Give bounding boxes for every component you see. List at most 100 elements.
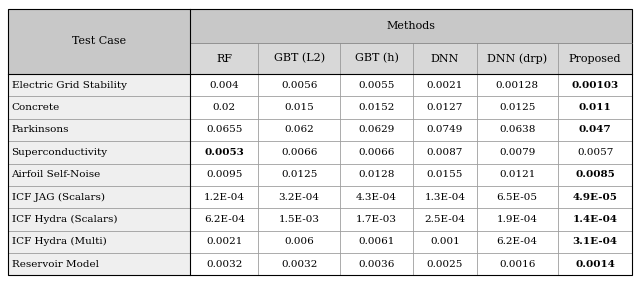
Text: Test Case: Test Case bbox=[72, 36, 126, 46]
Bar bbox=[558, 253, 632, 275]
Bar bbox=[477, 253, 558, 275]
Bar bbox=[413, 141, 477, 164]
Text: Electric Grid Stability: Electric Grid Stability bbox=[12, 81, 127, 90]
Text: 0.0127: 0.0127 bbox=[427, 103, 463, 112]
Bar bbox=[413, 186, 477, 208]
Text: 0.0125: 0.0125 bbox=[499, 103, 536, 112]
Text: 0.0655: 0.0655 bbox=[206, 126, 243, 134]
Text: 0.0061: 0.0061 bbox=[358, 237, 395, 247]
Text: 0.0155: 0.0155 bbox=[427, 170, 463, 179]
Bar bbox=[477, 119, 558, 141]
Text: 3.1E-04: 3.1E-04 bbox=[573, 237, 618, 247]
Bar bbox=[8, 9, 190, 74]
Text: 0.0749: 0.0749 bbox=[427, 126, 463, 134]
Text: 0.015: 0.015 bbox=[284, 103, 314, 112]
Bar bbox=[259, 164, 340, 186]
Bar bbox=[190, 9, 632, 43]
Bar bbox=[477, 43, 558, 74]
Text: GBT (L2): GBT (L2) bbox=[273, 53, 324, 64]
Bar bbox=[340, 96, 413, 119]
Bar bbox=[477, 231, 558, 253]
Text: 0.0087: 0.0087 bbox=[427, 148, 463, 157]
Bar bbox=[558, 119, 632, 141]
Bar bbox=[477, 164, 558, 186]
Bar bbox=[558, 164, 632, 186]
Text: 0.011: 0.011 bbox=[579, 103, 611, 112]
Text: DNN: DNN bbox=[431, 54, 459, 64]
Bar bbox=[8, 253, 190, 275]
Text: 0.0021: 0.0021 bbox=[427, 81, 463, 90]
Bar bbox=[413, 96, 477, 119]
Bar bbox=[190, 231, 259, 253]
Bar bbox=[190, 253, 259, 275]
Text: 6.2E-04: 6.2E-04 bbox=[204, 215, 244, 224]
Bar bbox=[413, 74, 477, 96]
Text: 0.0032: 0.0032 bbox=[206, 260, 243, 269]
Text: 0.0055: 0.0055 bbox=[358, 81, 395, 90]
Text: ICF Hydra (Multi): ICF Hydra (Multi) bbox=[12, 237, 106, 247]
Bar bbox=[190, 74, 259, 96]
Bar bbox=[190, 141, 259, 164]
Bar bbox=[8, 208, 190, 231]
Text: 0.02: 0.02 bbox=[212, 103, 236, 112]
Bar bbox=[340, 231, 413, 253]
Bar bbox=[340, 141, 413, 164]
Bar bbox=[259, 43, 340, 74]
Text: 0.004: 0.004 bbox=[209, 81, 239, 90]
Bar bbox=[340, 164, 413, 186]
Text: 1.3E-04: 1.3E-04 bbox=[424, 193, 465, 202]
Bar bbox=[190, 119, 259, 141]
Text: 0.0056: 0.0056 bbox=[281, 81, 317, 90]
Text: ICF JAG (Scalars): ICF JAG (Scalars) bbox=[12, 193, 104, 202]
Bar bbox=[8, 164, 190, 186]
Text: Reservoir Model: Reservoir Model bbox=[12, 260, 99, 269]
Text: 0.0032: 0.0032 bbox=[281, 260, 317, 269]
Text: 1.7E-03: 1.7E-03 bbox=[356, 215, 397, 224]
Bar bbox=[340, 253, 413, 275]
Text: 4.3E-04: 4.3E-04 bbox=[356, 193, 397, 202]
Bar bbox=[477, 96, 558, 119]
Text: 3.2E-04: 3.2E-04 bbox=[278, 193, 319, 202]
Text: 0.00103: 0.00103 bbox=[572, 81, 619, 90]
Text: 0.0085: 0.0085 bbox=[575, 170, 615, 179]
Text: 0.0128: 0.0128 bbox=[358, 170, 395, 179]
Text: 0.0079: 0.0079 bbox=[499, 148, 536, 157]
Text: 4.9E-05: 4.9E-05 bbox=[573, 193, 618, 202]
Bar bbox=[340, 43, 413, 74]
Text: Parkinsons: Parkinsons bbox=[12, 126, 69, 134]
Bar bbox=[477, 141, 558, 164]
Bar bbox=[259, 186, 340, 208]
Text: 0.0095: 0.0095 bbox=[206, 170, 243, 179]
Bar bbox=[340, 74, 413, 96]
Text: 1.2E-04: 1.2E-04 bbox=[204, 193, 244, 202]
Bar bbox=[190, 43, 259, 74]
Text: DNN (drp): DNN (drp) bbox=[487, 53, 547, 64]
Text: 0.0016: 0.0016 bbox=[499, 260, 536, 269]
Bar bbox=[413, 119, 477, 141]
Bar bbox=[259, 119, 340, 141]
Bar bbox=[558, 231, 632, 253]
Bar bbox=[413, 208, 477, 231]
Bar bbox=[8, 119, 190, 141]
Bar bbox=[259, 253, 340, 275]
Bar bbox=[477, 74, 558, 96]
Bar bbox=[259, 74, 340, 96]
Bar bbox=[558, 141, 632, 164]
Bar bbox=[558, 208, 632, 231]
Text: 0.0066: 0.0066 bbox=[281, 148, 317, 157]
Text: 1.4E-04: 1.4E-04 bbox=[573, 215, 618, 224]
Text: 0.006: 0.006 bbox=[284, 237, 314, 247]
Text: 6.5E-05: 6.5E-05 bbox=[497, 193, 538, 202]
Text: 0.062: 0.062 bbox=[284, 126, 314, 134]
Text: 0.0121: 0.0121 bbox=[499, 170, 536, 179]
Text: 0.0125: 0.0125 bbox=[281, 170, 317, 179]
Text: 0.0014: 0.0014 bbox=[575, 260, 615, 269]
Bar bbox=[8, 186, 190, 208]
Text: Superconductivity: Superconductivity bbox=[12, 148, 108, 157]
Bar bbox=[8, 141, 190, 164]
Bar bbox=[259, 231, 340, 253]
Text: RF: RF bbox=[216, 54, 232, 64]
Text: 0.0638: 0.0638 bbox=[499, 126, 536, 134]
Bar bbox=[259, 96, 340, 119]
Bar bbox=[558, 186, 632, 208]
